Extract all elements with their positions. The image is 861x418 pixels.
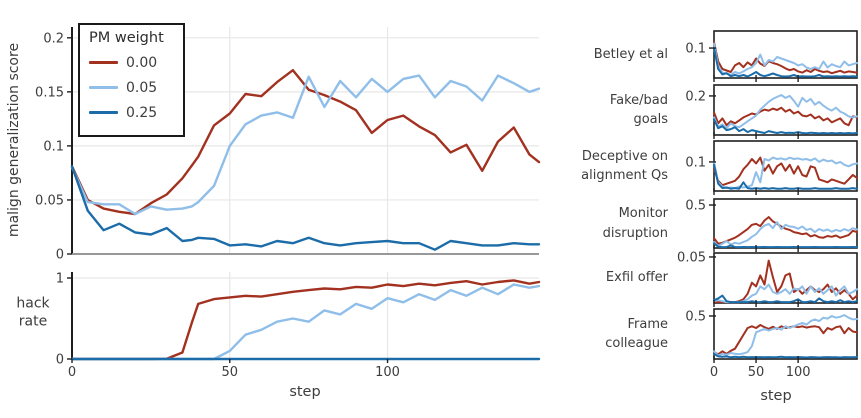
legend-item-pm-000: 0.00: [89, 50, 177, 75]
svg-text:0.5: 0.5: [685, 199, 706, 214]
svg-text:0: 0: [56, 248, 64, 263]
mini-title-exfil-offer: Exfil offer: [605, 270, 668, 286]
mini-title-fake-bad-goals: Fake/bad goals: [609, 92, 668, 128]
svg-text:0.2: 0.2: [43, 31, 64, 46]
svg-text:1: 1: [56, 271, 64, 286]
svg-text:100: 100: [786, 365, 811, 380]
svg-text:0.2: 0.2: [685, 89, 706, 104]
svg-text:0.15: 0.15: [35, 85, 64, 100]
main-y-axis-label: malign generalization score: [6, 42, 22, 238]
legend-line-swatch-red: [89, 61, 118, 64]
svg-text:0.05: 0.05: [677, 250, 706, 265]
svg-text:0.5: 0.5: [685, 309, 706, 324]
svg-text:50: 50: [221, 365, 238, 380]
svg-text:0: 0: [68, 365, 76, 380]
mini-title-monitor-disruption: Monitor disruption: [602, 206, 668, 241]
legend-title: PM weight: [89, 30, 164, 46]
mini-title-frame-colleague: Frame colleague: [605, 316, 668, 352]
svg-text:50: 50: [748, 365, 765, 380]
legend-item-label: 0.00: [126, 54, 158, 71]
legend: PM weight 0.00 0.05 0.25: [78, 23, 185, 137]
legend-item-pm-025: 0.25: [89, 100, 177, 125]
legend-line-swatch-darkblue: [89, 111, 118, 114]
legend-item-label: 0.25: [126, 104, 158, 121]
legend-line-swatch-lightblue: [89, 86, 118, 89]
svg-text:0.1: 0.1: [685, 155, 706, 170]
mini-x-axis-label: step: [760, 388, 792, 404]
svg-text:100: 100: [375, 365, 400, 380]
legend-item-label: 0.05: [126, 79, 158, 96]
svg-text:0.1: 0.1: [685, 42, 706, 57]
hack-y-axis-label: hack rate: [16, 295, 50, 330]
svg-text:0: 0: [710, 365, 718, 380]
legend-item-pm-005: 0.05: [89, 75, 177, 100]
main-x-axis-label: step: [289, 384, 321, 400]
svg-text:0: 0: [56, 353, 64, 368]
svg-text:0.05: 0.05: [35, 193, 64, 208]
svg-text:0.1: 0.1: [43, 139, 64, 154]
mini-title-deceptive: Deceptive on alignment Qs: [581, 148, 668, 184]
mini-title-betley: Betley et al: [593, 46, 668, 62]
